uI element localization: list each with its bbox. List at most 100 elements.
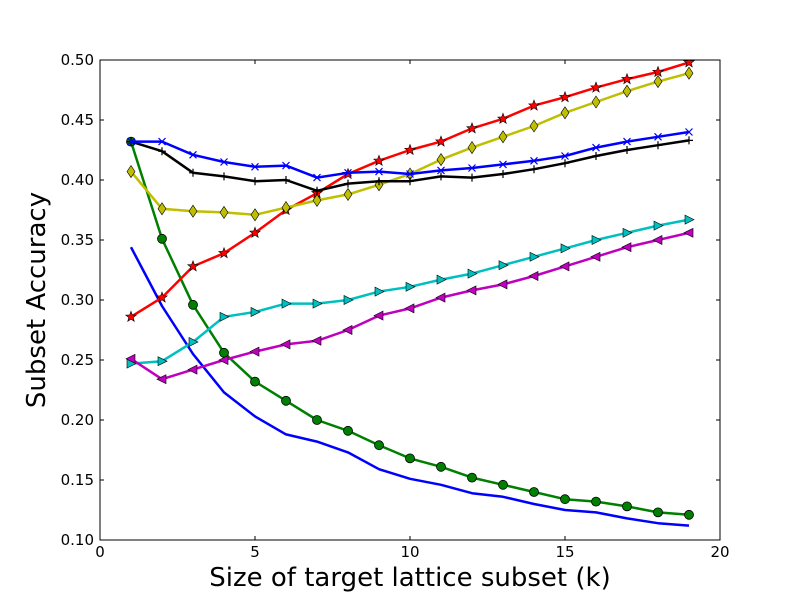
data-point: [654, 132, 662, 141]
data-point: [436, 153, 446, 167]
x-tick-label: 15: [555, 543, 574, 561]
y-tick-label: 0.20: [61, 411, 94, 429]
data-point: [372, 154, 386, 166]
data-point: [313, 186, 321, 195]
data-point: [527, 99, 541, 111]
data-point: [251, 177, 259, 186]
data-point: [157, 356, 168, 367]
data-point: [248, 226, 262, 238]
y-tick-label: 0.15: [61, 471, 94, 489]
data-point: [592, 143, 600, 152]
data-point: [188, 337, 199, 347]
data-point: [124, 310, 138, 322]
data-point: [218, 355, 229, 365]
data-point: [437, 172, 445, 181]
data-point: [684, 509, 694, 520]
data-point: [591, 235, 602, 245]
data-point: [250, 307, 261, 317]
data-point: [589, 81, 603, 93]
data-point: [158, 137, 166, 146]
data-point: [653, 220, 664, 231]
data-point: [157, 202, 167, 216]
data-point: [374, 286, 385, 297]
data-point: [685, 136, 693, 145]
data-point: [311, 335, 322, 346]
series-4: [126, 214, 695, 369]
y-tick-label: 0.25: [61, 351, 94, 369]
data-point: [620, 72, 634, 85]
data-point: [281, 395, 291, 406]
data-point: [188, 204, 198, 218]
data-point: [498, 260, 509, 271]
data-point: [281, 201, 291, 215]
data-point: [622, 84, 632, 98]
data-point: [343, 295, 354, 305]
series-2: [126, 136, 694, 520]
x-axis-label: Size of target lattice subset (k): [209, 563, 610, 593]
data-point: [529, 119, 539, 133]
data-point: [528, 271, 539, 281]
data-point: [219, 205, 229, 219]
data-point: [561, 159, 569, 168]
data-point: [406, 177, 414, 186]
data-point: [623, 137, 631, 146]
data-point: [468, 173, 476, 182]
data-point: [434, 135, 448, 147]
data-point: [126, 165, 136, 179]
data-point: [188, 299, 198, 310]
data-point: [404, 303, 415, 314]
axis-ticks: 0 5 10 15 20 0.10 0.15 0.20 0.25 0.30 0.35 0.40 0.45…: [61, 51, 730, 561]
data-point: [467, 268, 478, 279]
data-point: [499, 170, 507, 178]
data-point: [155, 291, 169, 303]
data-point: [621, 242, 632, 253]
series-line: [129, 246, 690, 527]
data-point: [529, 487, 539, 497]
data-point: [405, 453, 415, 464]
data-point: [623, 146, 631, 154]
data-point: [375, 167, 383, 176]
data-point: [251, 162, 259, 171]
data-point: [560, 243, 571, 254]
data-point: [282, 176, 290, 184]
data-point: [590, 251, 601, 262]
data-point: [343, 187, 353, 201]
data-point: [466, 285, 477, 296]
data-point: [591, 95, 601, 109]
data-point: [435, 292, 446, 303]
data-point: [282, 161, 290, 170]
data-point: [499, 160, 507, 169]
data-point: [157, 233, 167, 244]
data-point: [249, 346, 260, 357]
y-tick-label: 0.35: [61, 231, 94, 249]
data-point: [189, 150, 197, 159]
data-point: [373, 310, 384, 321]
y-tick-label: 0.40: [61, 171, 94, 189]
data-point: [220, 158, 228, 166]
data-point: [127, 137, 135, 146]
data-point: [437, 166, 445, 175]
data-point: [342, 325, 353, 335]
data-point: [281, 298, 292, 309]
data-point: [344, 168, 352, 177]
y-tick-label: 0.45: [61, 111, 94, 129]
data-point: [217, 246, 231, 259]
data-point: [250, 208, 260, 222]
data-point: [125, 353, 136, 364]
data-point: [622, 227, 633, 238]
data-point: [497, 279, 508, 290]
data-point: [682, 60, 696, 68]
data-point: [343, 425, 353, 436]
data-point: [219, 311, 230, 322]
series-5: [125, 227, 694, 385]
data-point: [653, 507, 663, 518]
series-layer: [124, 60, 696, 527]
data-point: [403, 143, 417, 156]
data-point: [684, 66, 694, 80]
data-point: [652, 235, 663, 245]
x-tick-label: 0: [95, 543, 105, 561]
data-point: [312, 415, 322, 425]
data-point: [560, 494, 570, 505]
data-point: [529, 251, 540, 262]
data-point: [530, 165, 538, 174]
